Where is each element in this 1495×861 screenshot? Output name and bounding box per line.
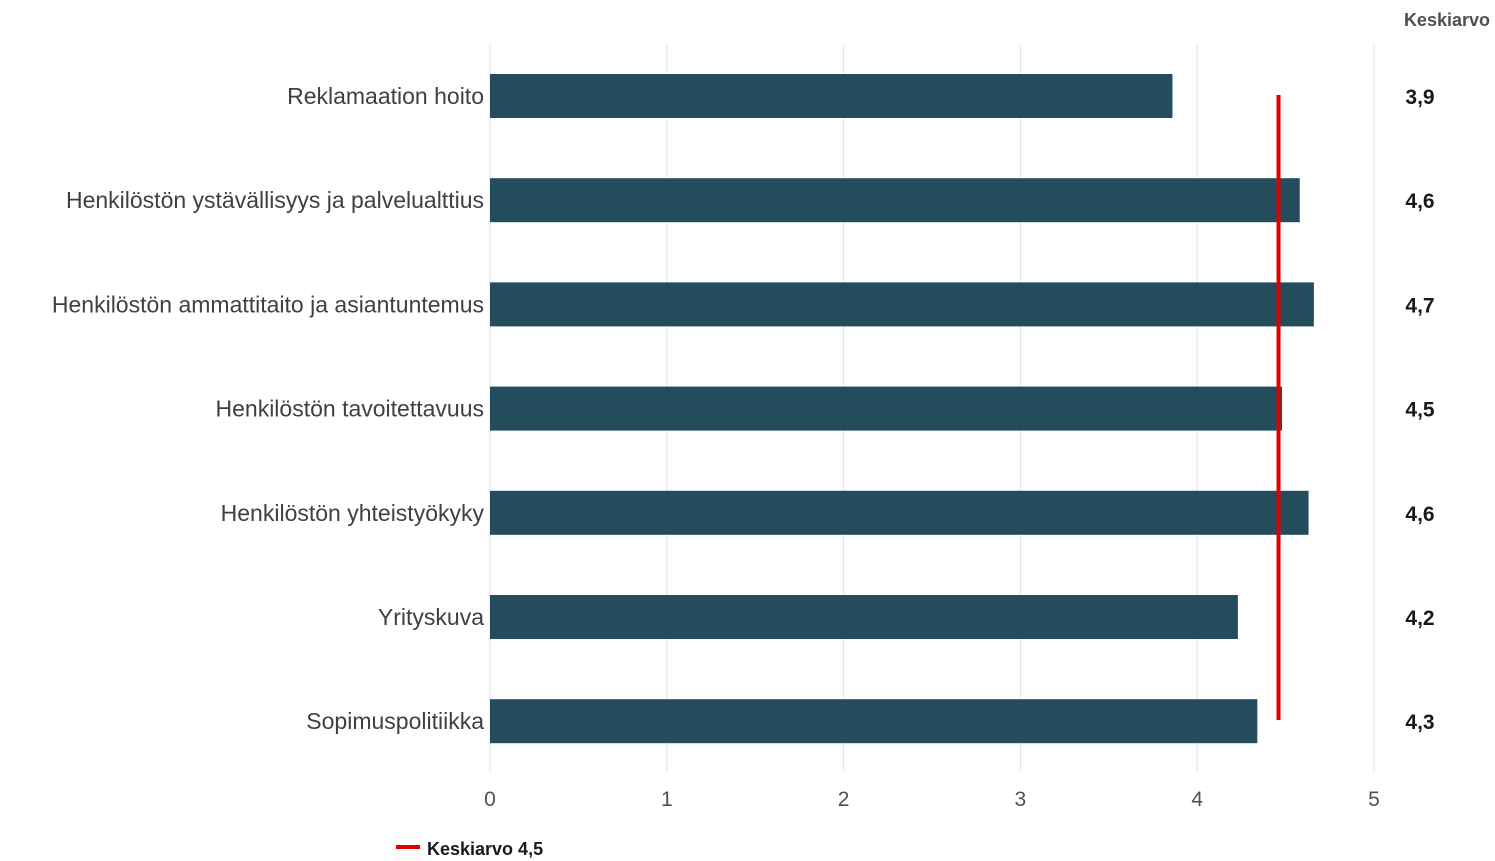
value-label: 4,3 xyxy=(1405,711,1434,734)
category-label: Henkilöstön yhteistyökyky xyxy=(221,500,485,526)
x-tick-label: 3 xyxy=(1015,788,1027,811)
category-label: Henkilöstön ystävällisyys ja palvelualtt… xyxy=(66,187,484,213)
value-label: 4,6 xyxy=(1405,503,1434,526)
x-tick-label: 1 xyxy=(661,788,673,811)
value-label: 4,7 xyxy=(1405,294,1434,317)
value-column-header: Keskiarvo xyxy=(1404,10,1490,30)
bar xyxy=(490,178,1300,223)
x-tick-labels: 0 1 2 3 4 5 xyxy=(484,788,1380,811)
category-label: Yrityskuva xyxy=(378,604,484,630)
bar xyxy=(490,282,1314,327)
bar xyxy=(490,699,1258,744)
x-tick-label: 2 xyxy=(838,788,850,811)
bar xyxy=(490,386,1283,431)
value-label: 4,5 xyxy=(1405,399,1435,422)
x-tick-label: 4 xyxy=(1191,788,1203,811)
x-tick-label: 0 xyxy=(484,788,496,811)
bars xyxy=(490,74,1314,744)
bar xyxy=(490,595,1238,639)
bar xyxy=(490,490,1309,535)
value-column: Keskiarvo 3,9 4,6 4,7 4,5 4,6 4,2 4,3 xyxy=(1404,10,1490,734)
legend: Keskiarvo 4,5 xyxy=(396,839,543,859)
bar xyxy=(490,74,1173,118)
category-label: Henkilöstön ammattitaito ja asiantuntemu… xyxy=(52,291,484,317)
category-label: Henkilöstön tavoitettavuus xyxy=(216,396,485,422)
value-label: 4,2 xyxy=(1405,607,1434,630)
category-label: Sopimuspolitiikka xyxy=(306,708,484,734)
legend-label: Keskiarvo 4,5 xyxy=(427,839,543,859)
value-label: 4,6 xyxy=(1405,190,1434,213)
category-labels: Reklamaation hoito Henkilöstön ystävällis… xyxy=(52,83,485,734)
value-label: 3,9 xyxy=(1405,86,1434,109)
x-tick-label: 5 xyxy=(1368,788,1380,811)
category-label: Reklamaation hoito xyxy=(287,83,484,109)
